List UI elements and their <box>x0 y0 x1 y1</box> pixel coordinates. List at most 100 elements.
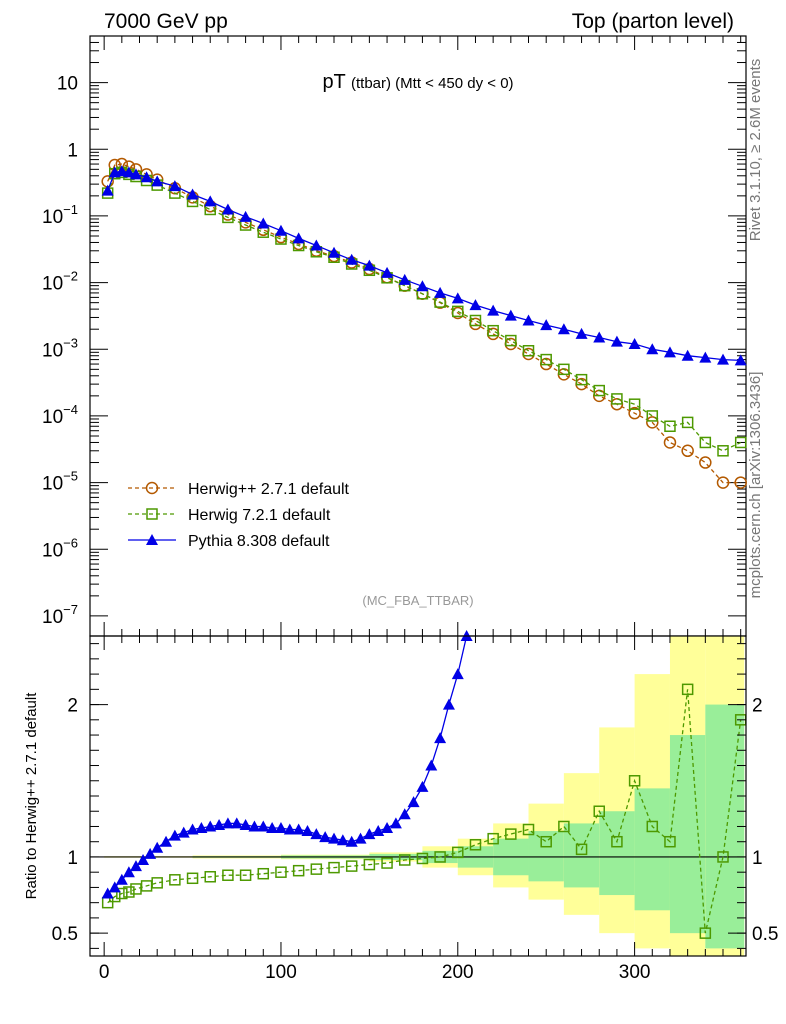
data-point <box>345 835 358 847</box>
data-point <box>292 232 305 244</box>
data-point <box>283 823 296 835</box>
ratio-ylabel: Ratio to Herwig++ 2.7.1 default <box>23 692 40 900</box>
data-point <box>628 406 641 420</box>
data-point <box>137 854 150 865</box>
data-point <box>434 286 447 298</box>
ratio-series-2 <box>101 630 473 899</box>
data-point <box>628 337 641 349</box>
data-point <box>115 873 128 885</box>
data-point <box>452 305 464 318</box>
data-point <box>151 175 164 187</box>
data-point <box>372 825 385 837</box>
data-point <box>663 436 677 449</box>
series-3 <box>101 165 747 366</box>
uncertainty-band-green <box>599 811 635 896</box>
data-point <box>557 323 570 335</box>
data-point <box>699 436 712 449</box>
data-point <box>140 171 153 183</box>
data-point <box>681 683 694 696</box>
ratio-tick-label-right: 2 <box>752 696 763 717</box>
data-point <box>522 823 535 836</box>
series-2 <box>101 166 747 457</box>
panel-title-main: pT <box>322 71 345 93</box>
data-point <box>146 534 158 545</box>
data-point <box>398 808 411 820</box>
data-point <box>434 851 446 863</box>
ratio-series-1 <box>101 683 747 939</box>
data-point <box>129 860 142 872</box>
y-tick-label: 10−1 <box>42 202 78 228</box>
data-point <box>487 832 499 845</box>
data-point <box>310 239 323 251</box>
data-point <box>204 871 216 883</box>
legend-label: Herwig++ 2.7.1 default <box>188 481 350 498</box>
data-point <box>292 864 305 877</box>
data-point <box>487 304 500 316</box>
series-line <box>107 163 741 484</box>
data-point <box>239 818 252 830</box>
data-point <box>169 874 181 886</box>
x-tick-label: 200 <box>442 962 474 983</box>
data-point <box>469 839 482 851</box>
y-tick-label: 10−7 <box>42 602 78 628</box>
data-point <box>575 373 588 386</box>
data-point <box>354 832 367 844</box>
rivet-label: Rivet 3.1.10, ≥ 2.6M events <box>747 59 764 242</box>
data-point <box>186 823 199 835</box>
data-point <box>442 698 455 710</box>
data-point <box>425 759 438 771</box>
data-point <box>646 820 659 833</box>
data-point <box>221 817 234 829</box>
data-point <box>664 835 676 848</box>
data-point <box>145 481 159 495</box>
data-point <box>274 224 287 236</box>
data-point <box>168 180 181 192</box>
panel-title-sub: (ttbar) (Mtt < 450 dy < 0) <box>351 75 514 92</box>
data-point <box>398 273 411 285</box>
data-point <box>505 828 517 840</box>
data-point <box>257 867 270 880</box>
header-right: Top (parton level) <box>572 10 734 33</box>
legend-entry: Herwig 7.2.1 default <box>128 507 331 524</box>
data-point <box>663 346 676 358</box>
data-point <box>593 805 605 817</box>
ratio-bands <box>90 636 746 956</box>
uncertainty-band-green <box>528 831 564 882</box>
data-point <box>195 822 208 833</box>
data-point <box>213 818 226 830</box>
data-point <box>611 835 623 848</box>
data-point <box>101 887 114 899</box>
data-point <box>239 869 252 881</box>
data-point <box>151 877 163 889</box>
data-point <box>699 351 712 363</box>
data-point <box>101 184 114 196</box>
x-axis: 0 100 200 300 <box>99 36 742 983</box>
ratio-tick-label: 0.5 <box>52 924 78 945</box>
series-line <box>107 170 741 362</box>
data-point <box>699 456 712 469</box>
data-point <box>416 780 429 792</box>
data-point <box>646 416 659 429</box>
data-point <box>239 210 252 222</box>
x-tick-label: 0 <box>99 962 110 983</box>
data-point <box>292 823 305 835</box>
data-point <box>734 354 747 366</box>
data-point <box>451 292 464 304</box>
y-tick-label: 1 <box>67 140 78 161</box>
data-point <box>123 886 135 898</box>
data-point <box>504 337 518 351</box>
data-point <box>540 835 552 848</box>
y-tick-label: 10−2 <box>42 269 78 295</box>
ratio-tick-label: 1 <box>67 848 78 869</box>
data-point <box>734 476 747 489</box>
ratio-tick-label: 2 <box>67 696 78 717</box>
data-point <box>716 476 730 489</box>
data-point <box>160 835 173 847</box>
data-point <box>681 416 694 429</box>
data-point <box>336 834 349 846</box>
data-point <box>186 872 199 885</box>
data-point <box>611 393 623 405</box>
data-point <box>389 817 402 829</box>
data-point <box>319 831 332 843</box>
data-point <box>628 398 641 410</box>
